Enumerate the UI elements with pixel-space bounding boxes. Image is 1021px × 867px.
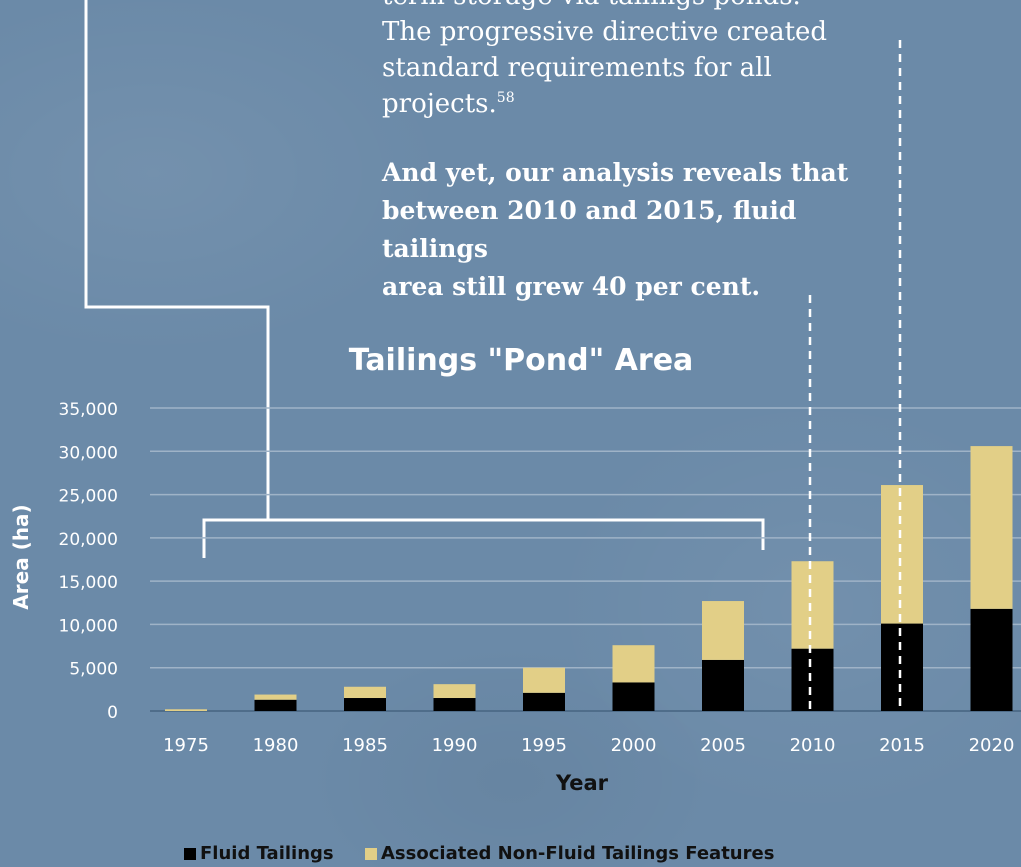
narrative-line: standard requirements for all: [382, 53, 772, 83]
highlight-line: area still grew 40 per cent.: [382, 272, 761, 301]
bar-fluid-tailings: [254, 699, 297, 711]
bars: [165, 446, 1013, 711]
highlight-line: And yet, our analysis reveals that: [382, 158, 849, 187]
y-tick-label: 25,000: [59, 487, 118, 507]
bar-non-fluid-tailings: [791, 561, 834, 649]
bar-non-fluid-tailings: [433, 684, 476, 699]
annotation-bracket: [202, 518, 765, 558]
x-tick-label: 2005: [700, 735, 746, 756]
bar-fluid-tailings: [612, 682, 655, 711]
footnote-marker: 58: [496, 90, 515, 106]
bar-fluid-tailings: [791, 648, 834, 711]
bar-fluid-tailings: [344, 698, 386, 711]
y-tick-label: 5,000: [69, 660, 118, 680]
legend-swatch-fluid: [184, 847, 196, 860]
legend-swatch-non-fluid: [365, 847, 377, 860]
legend: Fluid Tailings Associated Non-Fluid Tail…: [184, 843, 984, 867]
x-tick-label: 2020: [969, 735, 1015, 756]
x-tick-label: 2000: [611, 735, 657, 756]
x-tick-label: 1995: [521, 735, 567, 756]
narrative-text: term storage via tailings ponds. The pro…: [382, 0, 882, 306]
bar-non-fluid-tailings: [254, 694, 297, 700]
x-tick-label: 1980: [253, 735, 299, 756]
chart-title: Tailings "Pond" Area: [349, 343, 694, 378]
y-tick-label: 0: [107, 703, 118, 723]
bar-non-fluid-tailings: [702, 601, 744, 660]
y-tick-label: 35,000: [59, 400, 118, 420]
x-tick-label: 2015: [879, 735, 925, 756]
x-tick-label: 1975: [163, 735, 209, 756]
legend-item-non-fluid: Associated Non-Fluid Tailings Features: [365, 843, 774, 864]
bar-fluid-tailings: [881, 623, 923, 711]
bar-non-fluid-tailings: [165, 709, 207, 711]
y-tick-label: 20,000: [59, 530, 118, 550]
bar-fluid-tailings: [433, 698, 476, 711]
y-tick-label: 30,000: [59, 443, 118, 463]
narrative-line: projects.58: [382, 86, 882, 122]
legend-label-non-fluid: Associated Non-Fluid Tailings Features: [381, 843, 775, 864]
bar-non-fluid-tailings: [523, 667, 565, 693]
bar-non-fluid-tailings: [612, 645, 655, 683]
highlight-text: And yet, our analysis reveals that betwe…: [382, 154, 882, 306]
legend-label-fluid: Fluid Tailings: [200, 843, 334, 864]
narrative-line-text: projects.: [382, 89, 497, 119]
bar-non-fluid-tailings: [881, 485, 923, 624]
x-tick-label: 1990: [432, 735, 478, 756]
narrative-line: term storage via tailings ponds.: [382, 0, 882, 14]
x-axis-ticks: 1975 1980 1985 1990 1995 2000 2005 2010 2015 2020: [163, 735, 1014, 756]
bar-fluid-tailings: [523, 692, 565, 711]
x-tick-label: 1985: [342, 735, 388, 756]
narrative-line: The progressive directive created: [382, 17, 828, 47]
legend-item-fluid: Fluid Tailings: [184, 843, 334, 864]
y-tick-label: 15,000: [59, 573, 118, 593]
bar-non-fluid-tailings: [970, 446, 1013, 609]
bar-fluid-tailings: [702, 659, 744, 711]
y-axis-ticks: 0 5,000 10,000 15,000 20,000 25,000 30,000 35,0…: [59, 400, 118, 723]
bar-non-fluid-tailings: [344, 686, 386, 699]
x-axis-label: Year: [555, 771, 609, 795]
y-axis-label: Area (ha): [9, 504, 33, 609]
annotation-connector: [84, 0, 270, 520]
highlight-line: between 2010 and 2015, fluid tailings: [382, 196, 797, 263]
bar-fluid-tailings: [970, 608, 1013, 711]
y-tick-label: 10,000: [59, 616, 118, 636]
x-tick-label: 2010: [790, 735, 836, 756]
